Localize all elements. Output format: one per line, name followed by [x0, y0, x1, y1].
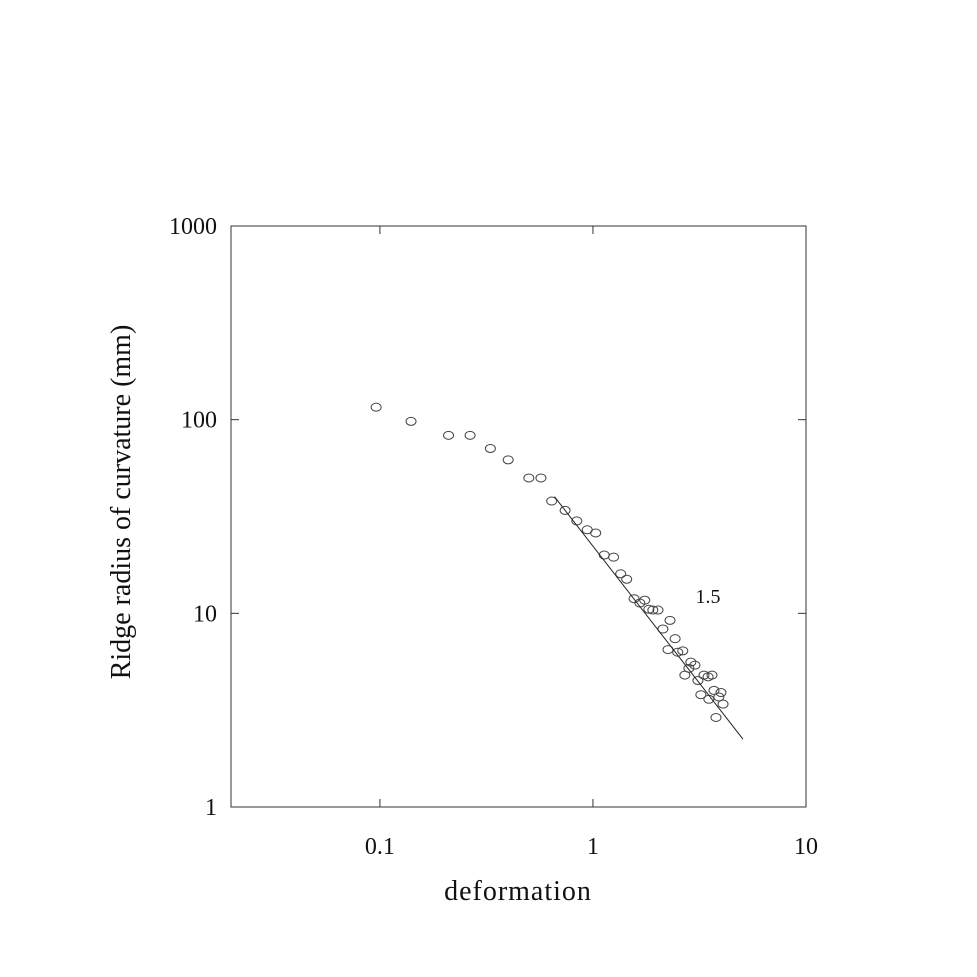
data-point	[689, 660, 701, 670]
data-point	[715, 688, 727, 698]
data-point	[685, 657, 697, 667]
data-point	[535, 473, 547, 483]
data-point	[672, 647, 684, 657]
x-tick-label: 1	[587, 834, 599, 860]
data-point	[615, 569, 627, 579]
data-point	[717, 699, 729, 709]
x-tick-label: 0.1	[365, 834, 395, 860]
data-point	[652, 605, 664, 615]
x-axis-label: deformation	[444, 876, 592, 907]
y-tick-label: 100	[181, 408, 217, 434]
data-point	[702, 672, 714, 682]
plot-frame	[230, 225, 807, 808]
slope-annotation: 1.5	[696, 586, 721, 608]
data-point	[502, 455, 514, 465]
data-point	[692, 675, 704, 685]
data-point	[643, 604, 655, 614]
data-point	[546, 496, 558, 506]
fit-line	[554, 496, 744, 740]
data-point	[677, 646, 689, 656]
data-point	[639, 595, 651, 605]
y-tick-label: 1000	[169, 214, 217, 240]
data-point	[464, 430, 476, 440]
data-point	[647, 605, 659, 615]
data-point	[484, 443, 496, 453]
data-point	[695, 690, 707, 700]
data-point	[710, 712, 722, 722]
data-point	[559, 505, 571, 515]
data-point	[713, 692, 725, 702]
data-point	[405, 416, 417, 426]
data-point	[669, 634, 681, 644]
x-tick-label: 10	[794, 834, 818, 860]
y-axis-label: Ridge radius of curvature (mm)	[106, 325, 137, 680]
data-point	[608, 552, 620, 562]
y-tick-label: 1	[205, 795, 217, 821]
data-point	[590, 528, 602, 538]
data-point	[683, 663, 695, 673]
data-point	[706, 670, 718, 680]
data-point	[598, 550, 610, 560]
data-point	[370, 402, 382, 412]
data-point	[708, 685, 720, 695]
data-point	[523, 473, 535, 483]
y-tick-label: 10	[193, 601, 217, 627]
data-point	[664, 615, 676, 625]
data-point	[443, 430, 455, 440]
data-point	[621, 574, 633, 584]
